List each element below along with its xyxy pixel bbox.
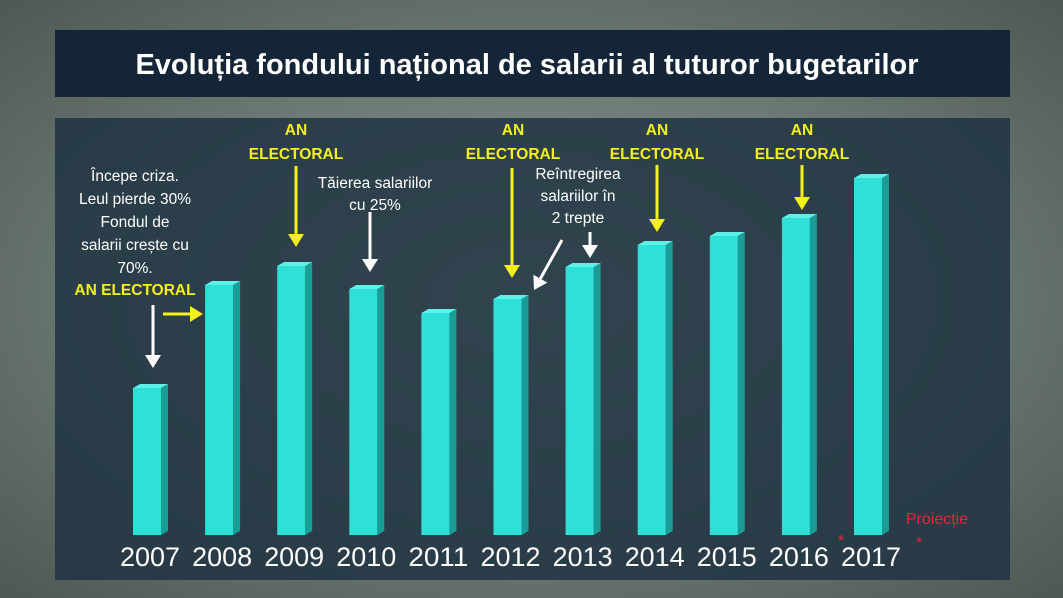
annotation: 70%. bbox=[117, 260, 152, 277]
arrow-shaft bbox=[539, 239, 564, 280]
bar-side bbox=[809, 214, 817, 535]
bar bbox=[854, 178, 882, 535]
bar-top bbox=[277, 262, 313, 266]
x-tick-label: 2017 bbox=[841, 542, 901, 572]
x-tick-label: 2016 bbox=[769, 542, 829, 572]
annotation: ELECTORAL bbox=[610, 146, 704, 163]
x-tick-label: 2015 bbox=[697, 542, 757, 572]
annotation: AN ELECTORAL bbox=[74, 282, 195, 299]
bar-side bbox=[882, 174, 889, 535]
annotation: salarii crește cu bbox=[81, 237, 189, 254]
annotation: ELECTORAL bbox=[466, 146, 560, 163]
annotation: ELECTORAL bbox=[249, 146, 343, 163]
annotation: AN bbox=[791, 122, 813, 139]
x-tick-label: 2011 bbox=[408, 542, 468, 572]
arrow-head bbox=[362, 259, 378, 272]
annotation: * bbox=[838, 533, 844, 550]
bar bbox=[349, 289, 378, 535]
bar-side bbox=[161, 384, 168, 535]
bar bbox=[637, 245, 666, 535]
arrow-head bbox=[288, 234, 304, 247]
arrow-head bbox=[533, 274, 548, 290]
bar-top bbox=[709, 232, 745, 236]
arrow-head bbox=[190, 306, 203, 322]
bar-top bbox=[493, 295, 529, 299]
x-tick-label: 2008 bbox=[192, 542, 252, 572]
annotation: AN bbox=[646, 122, 668, 139]
annotation: Începe criza. bbox=[90, 168, 179, 185]
bar-side bbox=[233, 281, 241, 535]
arrow-head bbox=[504, 265, 520, 278]
annotation: * bbox=[916, 535, 922, 552]
bar bbox=[493, 299, 522, 535]
bar-side bbox=[305, 262, 313, 535]
annotation: AN bbox=[285, 122, 307, 139]
x-tick-label: 2010 bbox=[336, 542, 396, 572]
arrow-head bbox=[794, 197, 810, 210]
bar-side bbox=[377, 285, 385, 535]
annotation: 2 trepte bbox=[552, 210, 605, 227]
bar bbox=[421, 313, 450, 535]
arrow-head bbox=[582, 245, 598, 258]
bar-side bbox=[665, 241, 673, 535]
x-tick-label: 2007 bbox=[120, 542, 180, 572]
bar bbox=[133, 388, 161, 535]
x-tick-label: 2013 bbox=[553, 542, 613, 572]
x-tick-label: 2014 bbox=[625, 542, 685, 572]
annotation: Fondul de bbox=[101, 214, 170, 231]
x-tick-label: 2012 bbox=[481, 542, 541, 572]
bar bbox=[709, 236, 738, 535]
bar-side bbox=[521, 295, 529, 535]
bar-top bbox=[133, 384, 168, 388]
bar bbox=[565, 267, 594, 535]
x-tick-label: 2009 bbox=[264, 542, 324, 572]
bar-top bbox=[637, 241, 673, 245]
title-box bbox=[55, 30, 1010, 97]
bar-top bbox=[421, 309, 457, 313]
annotation: Tăierea salariilor bbox=[318, 175, 433, 192]
annotation: AN bbox=[502, 122, 524, 139]
arrow-head bbox=[649, 219, 665, 232]
bar-side bbox=[737, 232, 745, 535]
annotation: Reîntregirea bbox=[535, 166, 621, 183]
bar-top bbox=[854, 174, 889, 178]
annotation: salariilor în bbox=[541, 188, 616, 205]
bar-top bbox=[349, 285, 385, 289]
annotation: Proiecție bbox=[906, 511, 968, 528]
arrow-head bbox=[145, 355, 161, 368]
annotation: cu 25% bbox=[349, 197, 401, 214]
bar-side bbox=[449, 309, 457, 535]
bar bbox=[277, 266, 306, 535]
bar-top bbox=[781, 214, 817, 218]
bar bbox=[205, 285, 234, 535]
chart-title: Evoluția fondului național de salarii al… bbox=[135, 49, 918, 81]
annotation: ELECTORAL bbox=[755, 146, 849, 163]
bar bbox=[781, 218, 810, 535]
annotation: Leul pierde 30% bbox=[79, 191, 191, 208]
bar-side bbox=[593, 263, 601, 535]
arrows bbox=[145, 165, 810, 368]
bar-top bbox=[205, 281, 241, 285]
bar-top bbox=[565, 263, 601, 267]
